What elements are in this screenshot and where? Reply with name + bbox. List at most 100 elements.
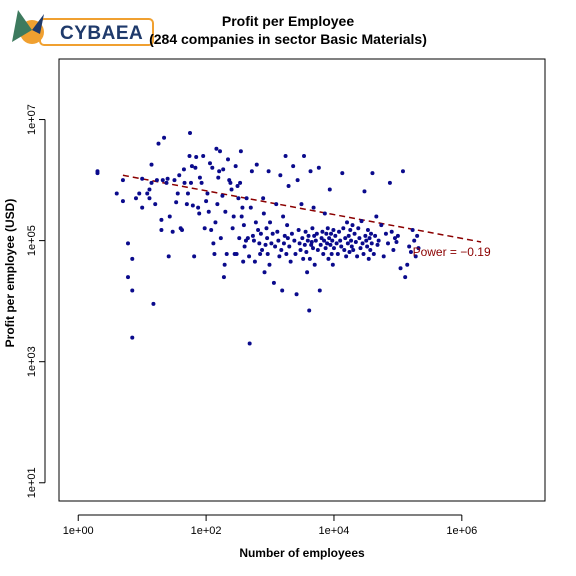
data-point (239, 214, 244, 219)
data-point (352, 231, 357, 236)
data-point (355, 254, 360, 259)
data-point (283, 153, 288, 158)
data-point (395, 233, 400, 238)
data-point (125, 275, 130, 280)
data-point (140, 205, 145, 210)
data-point (412, 238, 417, 243)
data-point (221, 275, 226, 280)
data-point (241, 223, 246, 228)
logo-leaf-icon (12, 10, 32, 42)
data-point (317, 288, 322, 293)
data-point (180, 227, 185, 232)
data-point (137, 191, 142, 196)
data-point (345, 220, 350, 225)
data-point (170, 229, 175, 234)
data-point (261, 211, 266, 216)
data-point (307, 256, 312, 261)
data-point (209, 227, 214, 232)
data-point (280, 288, 285, 293)
data-point (251, 238, 256, 243)
data-point (174, 200, 179, 205)
data-point (405, 262, 410, 267)
data-point (383, 231, 388, 236)
data-point (339, 244, 344, 249)
data-point (279, 247, 284, 252)
data-point (278, 173, 283, 178)
y-tick-label: 1e+03 (26, 346, 38, 377)
fit-line-layer (122, 174, 482, 243)
data-point (392, 236, 397, 241)
data-point (329, 231, 334, 236)
data-point (249, 169, 254, 174)
data-point (286, 183, 291, 188)
data-point (199, 180, 204, 185)
cybaea-logo: CYBAEA (12, 10, 154, 46)
data-point (184, 202, 189, 207)
data-point (268, 220, 273, 225)
data-point (296, 227, 301, 232)
data-point (276, 238, 281, 243)
data-point (254, 162, 259, 167)
data-point (389, 229, 394, 234)
data-point (212, 252, 217, 257)
data-point (193, 165, 198, 170)
x-tick-label: 1e+02 (191, 525, 222, 537)
data-point (225, 157, 230, 162)
data-point (374, 214, 379, 219)
data-point (217, 169, 222, 174)
data-point (319, 236, 324, 241)
data-point (182, 180, 187, 185)
data-point (322, 211, 327, 216)
chart-subtitle: (284 companies in sector Basic Materials… (149, 31, 427, 47)
data-point (125, 241, 130, 246)
data-point (250, 233, 255, 238)
data-point (313, 238, 318, 243)
data-point (334, 241, 339, 246)
data-point (233, 164, 238, 169)
data-point (345, 241, 350, 246)
data-point (277, 254, 282, 259)
data-point (282, 233, 287, 238)
data-point (188, 130, 193, 135)
data-point (295, 178, 300, 183)
data-point (216, 175, 221, 180)
data-point (413, 254, 418, 259)
data-point (149, 180, 154, 185)
data-point (210, 165, 215, 170)
data-point (357, 236, 362, 241)
data-point (298, 247, 303, 252)
data-point (305, 238, 310, 243)
data-point (289, 231, 294, 236)
data-point (222, 262, 227, 267)
data-point (373, 233, 378, 238)
data-point (338, 238, 343, 243)
data-point (320, 229, 325, 234)
data-point (241, 259, 246, 264)
data-point (153, 202, 158, 207)
data-point (181, 167, 186, 172)
data-point (371, 252, 376, 257)
data-point (270, 231, 275, 236)
data-point (264, 226, 269, 231)
data-point (206, 209, 211, 214)
data-point (120, 178, 125, 183)
y-tick-label: 1e+07 (26, 104, 38, 135)
data-point (215, 202, 220, 207)
data-point (130, 335, 135, 340)
data-points (95, 130, 421, 346)
data-point (257, 241, 262, 246)
data-point (245, 236, 250, 241)
logo-wing-icon (32, 14, 44, 34)
data-point (300, 236, 305, 241)
data-point (120, 199, 125, 204)
data-point (229, 187, 234, 192)
data-point (360, 241, 365, 246)
data-point (224, 252, 229, 257)
data-point (306, 233, 311, 238)
data-point (130, 288, 135, 293)
data-point (187, 153, 192, 158)
data-point (346, 233, 351, 238)
data-point (303, 229, 308, 234)
data-point (297, 241, 302, 246)
data-point (177, 173, 182, 178)
